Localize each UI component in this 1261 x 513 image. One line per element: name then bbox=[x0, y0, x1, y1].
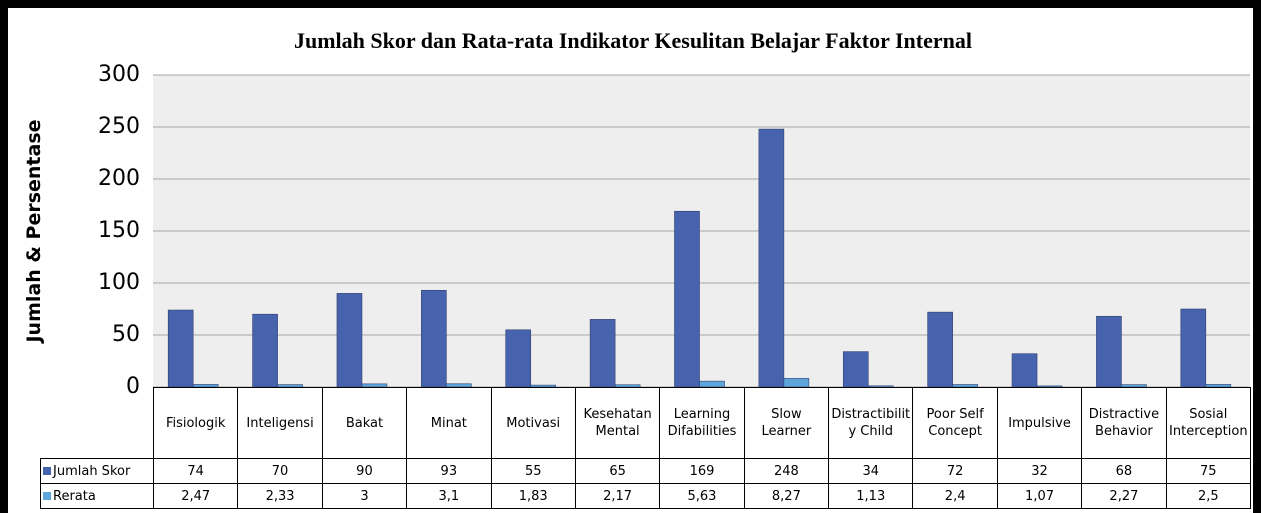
category-label: Slow Learner bbox=[743, 387, 830, 459]
table-value: 1,07 bbox=[996, 483, 1083, 509]
table-value: 1,83 bbox=[490, 483, 576, 509]
table-value: 248 bbox=[743, 458, 830, 484]
category-label: Impulsive bbox=[996, 387, 1083, 459]
bar bbox=[952, 384, 978, 388]
bar bbox=[842, 351, 869, 388]
category-label: Distractibility Child bbox=[828, 387, 914, 459]
category-label: Distractive Behavior bbox=[1081, 387, 1167, 459]
bar bbox=[589, 319, 616, 388]
bar bbox=[674, 210, 700, 388]
bar bbox=[1011, 353, 1038, 388]
table-value: 2,27 bbox=[1081, 483, 1167, 509]
table-value: 3 bbox=[321, 483, 408, 509]
bar bbox=[252, 313, 278, 388]
legend-entry: Jumlah Skor bbox=[40, 458, 154, 484]
bar bbox=[167, 309, 194, 388]
table-value: 34 bbox=[828, 458, 914, 484]
category-label: Minat bbox=[406, 387, 492, 459]
table-value: 5,63 bbox=[659, 483, 745, 509]
legend-label: Jumlah Skor bbox=[53, 463, 131, 479]
table-value: 75 bbox=[1165, 458, 1251, 484]
bar bbox=[758, 128, 785, 388]
bar bbox=[336, 293, 363, 388]
legend-label: Rerata bbox=[53, 488, 96, 504]
bar bbox=[867, 385, 894, 388]
table-value: 169 bbox=[659, 458, 745, 484]
table-value: 32 bbox=[996, 458, 1083, 484]
bar bbox=[614, 384, 641, 388]
y-tick-label: 200 bbox=[98, 166, 140, 191]
table-value: 93 bbox=[406, 458, 492, 484]
table-value: 1,13 bbox=[828, 483, 914, 509]
table-value: 68 bbox=[1081, 458, 1167, 484]
table-value: 2,4 bbox=[912, 483, 998, 509]
table-value: 2,5 bbox=[1165, 483, 1251, 509]
bar bbox=[1096, 315, 1122, 388]
y-axis-label: Jumlah & Persentase bbox=[23, 119, 45, 344]
bar bbox=[505, 329, 532, 388]
table-value: 8,27 bbox=[743, 483, 830, 509]
category-label: Fisiologik bbox=[153, 387, 239, 459]
bar bbox=[927, 311, 953, 388]
category-label: Motivasi bbox=[490, 387, 576, 459]
table-value: 3,1 bbox=[406, 483, 492, 509]
table-value: 55 bbox=[490, 458, 576, 484]
table-value: 72 bbox=[912, 458, 998, 484]
bar bbox=[1205, 384, 1232, 388]
table-value: 90 bbox=[321, 458, 408, 484]
chart-title: Jumlah Skor dan Rata-rata Indikator Kesu… bbox=[294, 28, 972, 53]
table-value: 2,17 bbox=[574, 483, 661, 509]
table-value: 70 bbox=[237, 458, 323, 484]
y-tick-label: 0 bbox=[126, 374, 140, 399]
y-tick-label: 300 bbox=[98, 62, 140, 87]
table-value: 2,33 bbox=[237, 483, 323, 509]
category-label: Poor Self Concept bbox=[912, 387, 998, 459]
bar bbox=[421, 289, 447, 388]
category-label: Learning Difabilities bbox=[659, 387, 745, 459]
category-label: Sosial Interception bbox=[1165, 387, 1251, 459]
legend-key bbox=[43, 492, 51, 500]
y-tick-label: 150 bbox=[98, 218, 140, 243]
y-tick-label: 100 bbox=[98, 270, 140, 295]
table-value: 65 bbox=[574, 458, 661, 484]
table-value: 74 bbox=[153, 458, 239, 484]
legend-key bbox=[43, 467, 51, 475]
bar bbox=[1180, 308, 1207, 388]
y-tick-label: 250 bbox=[98, 114, 140, 139]
y-tick-label: 50 bbox=[112, 322, 140, 347]
table-value: 2,47 bbox=[153, 483, 239, 509]
category-label: Kesehatan Mental bbox=[574, 387, 661, 459]
legend-entry: Rerata bbox=[40, 483, 154, 509]
category-label: Bakat bbox=[321, 387, 408, 459]
category-label: Inteligensi bbox=[237, 387, 323, 459]
bar bbox=[1121, 384, 1147, 388]
bar bbox=[783, 378, 810, 388]
